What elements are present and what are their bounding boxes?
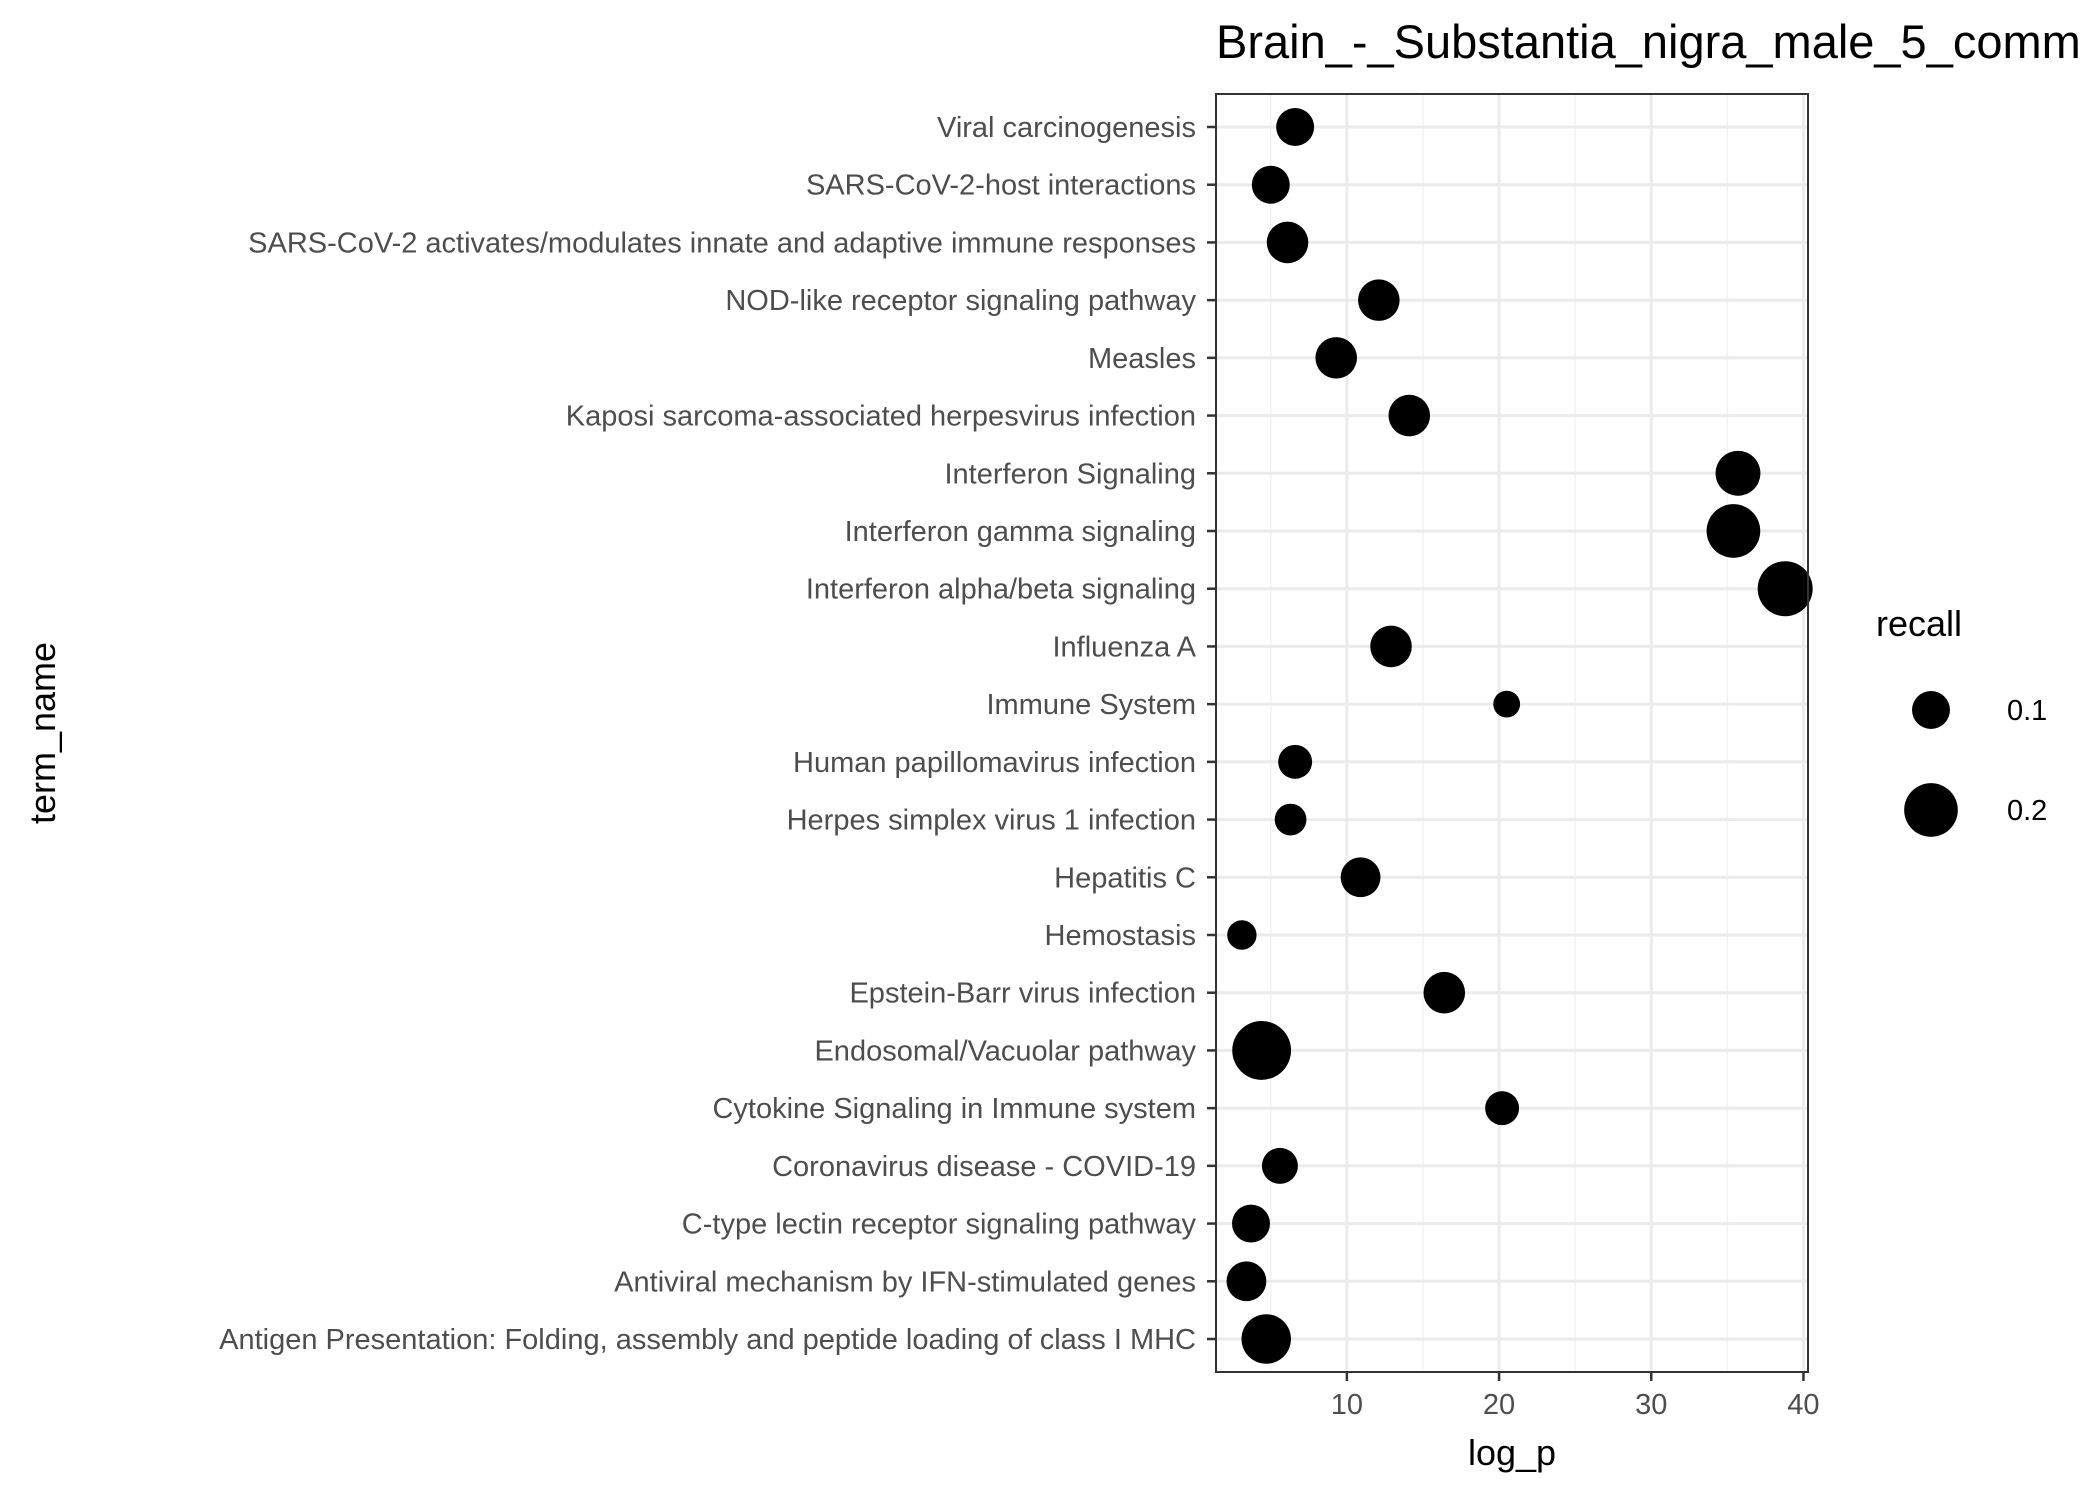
data-points (1226, 108, 1813, 1364)
y-tick-label: Epstein-Barr virus infection (849, 978, 1196, 1010)
y-tick-label: Antiviral mechanism by IFN-stimulated ge… (614, 1266, 1196, 1298)
x-tick-label: 10 (1331, 1389, 1363, 1421)
major-gridlines (1216, 94, 1808, 1372)
legend-label: 0.1 (2007, 695, 2047, 727)
legend-key (1912, 691, 1950, 729)
x-tick-label: 20 (1483, 1389, 1515, 1421)
legend: recall 0.1 0.2 (1876, 603, 2047, 837)
data-point (1358, 279, 1400, 321)
data-point (1241, 1314, 1291, 1364)
data-point (1274, 803, 1307, 836)
data-point (1276, 108, 1315, 146)
y-tick-label: NOD-like receptor signaling pathway (725, 285, 1196, 317)
x-axis-label: log_p (1468, 1432, 1556, 1473)
y-tick-label: SARS-CoV-2-host interactions (806, 170, 1196, 202)
y-tick-label: Interferon alpha/beta signaling (806, 574, 1196, 606)
y-tick-label: Herpes simplex virus 1 infection (787, 805, 1196, 837)
y-tick-label: Hepatitis C (1054, 862, 1196, 894)
data-point (1232, 1021, 1292, 1080)
y-tick-label: Immune System (987, 689, 1197, 721)
data-point (1261, 1147, 1298, 1184)
y-tick-label: Measles (1088, 343, 1196, 375)
y-tick-label: Viral carcinogenesis (937, 112, 1196, 144)
data-point (1493, 690, 1521, 718)
data-point (1340, 857, 1381, 898)
y-tick-label: C-type lectin receptor signaling pathway (682, 1209, 1197, 1241)
x-tick-label: 30 (1635, 1389, 1667, 1421)
y-tick-label: Antigen Presentation: Folding, assembly … (219, 1324, 1196, 1356)
data-point (1232, 1204, 1270, 1243)
plot-background (1216, 94, 1808, 1372)
plot-panel-border (1215, 93, 1809, 1373)
x-tick-label: 40 (1787, 1389, 1819, 1421)
chart-title: Brain_-_Substantia_nigra_male_5_comm (1216, 15, 2081, 68)
y-tick-label: SARS-CoV-2 activates/modulates innate an… (248, 227, 1196, 259)
legend-key (1904, 783, 1958, 837)
data-point (1715, 450, 1761, 496)
y-tick-label: Coronavirus disease - COVID-19 (772, 1151, 1196, 1183)
data-point (1706, 504, 1761, 558)
legend-title: recall (1876, 603, 1962, 644)
data-point (1251, 165, 1290, 204)
y-tick-label: Cytokine Signaling in Immune system (712, 1093, 1196, 1125)
y-tick-label: Kaposi sarcoma-associated herpesvirus in… (566, 401, 1196, 433)
y-tick-label: Hemostasis (1045, 920, 1197, 952)
y-axis-label: term_name (22, 642, 63, 824)
x-axis: 10 20 30 40 (1331, 1372, 1820, 1421)
data-point (1226, 1261, 1267, 1302)
y-tick-label: Influenza A (1053, 631, 1197, 663)
y-tick-label: Endosomal/Vacuolar pathway (814, 1035, 1196, 1067)
y-tick-label: Human papillomavirus infection (793, 747, 1196, 779)
data-point (1485, 1091, 1520, 1126)
data-point (1423, 971, 1466, 1014)
data-point (1266, 221, 1309, 264)
y-axis: Viral carcinogenesis SARS-CoV-2-host inte… (219, 112, 1216, 1356)
data-point (1370, 625, 1412, 668)
data-point (1388, 394, 1431, 437)
y-tick-label: Interferon Signaling (945, 458, 1197, 490)
data-point (1227, 920, 1257, 950)
y-tick-label: Interferon gamma signaling (845, 516, 1196, 548)
data-point (1757, 561, 1813, 617)
legend-label: 0.2 (2007, 795, 2047, 827)
data-point (1315, 337, 1358, 379)
data-point (1278, 744, 1313, 779)
